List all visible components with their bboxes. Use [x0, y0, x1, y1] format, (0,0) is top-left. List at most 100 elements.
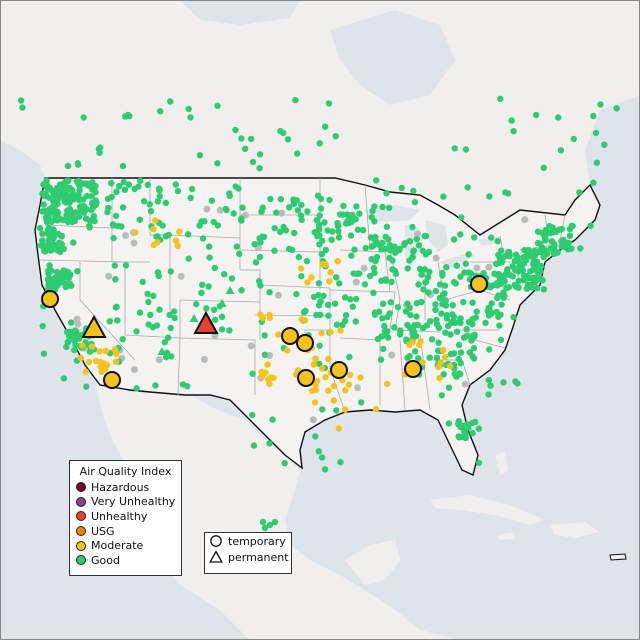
good-monitor-dot: [153, 233, 160, 240]
good-monitor-dot: [74, 160, 82, 167]
monitor-louisiana[interactable]: [330, 361, 348, 379]
monitor-oklahoma-1[interactable]: [281, 327, 299, 345]
good-monitor-dot: [211, 264, 218, 272]
moderate-monitor-dot: [172, 237, 180, 244]
good-monitor-dot: [407, 311, 414, 319]
good-monitor-dot: [92, 201, 100, 209]
good-monitor-dot: [313, 217, 320, 224]
good-monitor-dot: [469, 429, 476, 437]
good-monitor-dot: [193, 300, 200, 308]
good-monitor-dot: [64, 215, 71, 223]
good-monitor-dot: [462, 146, 470, 153]
legend-label-temporary: temporary: [228, 534, 286, 548]
good-monitor-dot: [388, 278, 395, 286]
good-monitor-dot: [510, 128, 517, 135]
moderate-monitor-dot: [346, 371, 354, 379]
baja-land: [100, 385, 150, 472]
good-monitor-dot: [406, 353, 413, 360]
moderate-monitor-dot: [419, 359, 426, 366]
good-monitor-dot: [261, 332, 268, 339]
good-monitor-dot: [228, 275, 236, 282]
good-monitor-dot: [167, 324, 174, 332]
monitor-colorado-permanent[interactable]: [193, 310, 219, 334]
good-monitor-dot: [401, 239, 409, 247]
good-monitor-dot: [116, 183, 123, 190]
good-monitor-dot: [451, 319, 459, 327]
good-monitor-dot: [226, 190, 233, 197]
good-monitor-dot: [317, 298, 324, 305]
good-monitor-dot: [37, 242, 45, 249]
good-monitor-dot: [496, 322, 503, 329]
good-monitor-dot: [475, 459, 483, 466]
good-monitor-dot: [495, 292, 502, 299]
monitor-bay-area[interactable]: [41, 290, 59, 308]
good-monitor-dot: [515, 277, 522, 285]
good-monitor-dot: [150, 292, 157, 299]
good-monitor-dot: [316, 241, 323, 248]
good-monitor-dot: [257, 282, 264, 289]
good-monitor-dot: [277, 228, 284, 236]
good-monitor-dot: [218, 313, 226, 320]
good-monitor-dot: [461, 269, 468, 276]
good-monitor-dot: [188, 185, 196, 193]
good-monitor-dot: [537, 248, 544, 256]
good-monitor-dot: [433, 354, 441, 361]
good-monitor-dot: [152, 382, 159, 389]
good-monitor-dot: [86, 348, 94, 355]
good-monitor-dot: [590, 112, 597, 120]
good-monitor-dot: [436, 281, 444, 288]
monitor-pennsylvania[interactable]: [470, 275, 488, 293]
good-monitor-dot: [411, 198, 419, 206]
good-monitor-dot: [441, 282, 449, 289]
good-monitor-dot: [333, 274, 340, 281]
good-monitor-dot: [316, 140, 323, 147]
no-data-monitor-dot: [473, 264, 481, 272]
good-monitor-dot: [568, 245, 575, 252]
good-monitor-dot: [106, 318, 114, 325]
good-monitor-dot: [351, 246, 358, 253]
good-monitor-dot: [233, 243, 240, 250]
monitor-oklahoma-2[interactable]: [296, 334, 314, 352]
good-monitor-dot: [251, 241, 258, 248]
good-monitors: [17, 95, 620, 532]
good-monitor-dot: [473, 308, 480, 315]
good-monitor-dot: [286, 204, 293, 211]
good-monitor-dot: [457, 273, 464, 280]
good-monitor-dot: [503, 268, 511, 275]
good-monitor-dot: [467, 270, 475, 277]
good-monitor-dot: [449, 302, 456, 309]
moderate-monitor-dot: [77, 354, 85, 361]
good-monitor-dot: [153, 322, 161, 329]
good-monitor-dot: [147, 311, 154, 319]
no-data-monitor-dot: [155, 356, 163, 364]
good-monitor-dot: [470, 355, 478, 362]
good-monitor-dot: [456, 434, 463, 441]
good-monitor-dot: [294, 207, 302, 214]
monitor-alabama[interactable]: [404, 360, 422, 378]
aqi-swatch: [76, 496, 86, 507]
good-monitor-dot: [339, 321, 346, 329]
moderate-monitor-dot: [297, 265, 305, 272]
good-permanent-marker: [189, 314, 199, 322]
good-monitor-dot: [137, 177, 144, 184]
good-monitor-dot: [450, 236, 458, 243]
good-monitor-dot: [269, 416, 276, 423]
good-monitor-dot: [214, 160, 221, 167]
hispaniola: [550, 522, 600, 538]
moderate-monitor-dot: [330, 382, 338, 390]
good-monitor-dot: [432, 287, 439, 295]
good-monitor-dot: [480, 270, 487, 277]
good-monitor-dot: [118, 223, 125, 230]
monitor-north-texas[interactable]: [297, 369, 315, 387]
good-monitor-dot: [74, 268, 81, 275]
good-monitor-dot: [439, 300, 446, 308]
good-monitor-dot: [347, 296, 354, 303]
monitor-nevada-permanent[interactable]: [81, 314, 107, 338]
aqi-legend-row: Very Unhealthy: [70, 495, 181, 510]
moderate-monitor-dot: [79, 342, 86, 349]
moderate-monitor-dot: [312, 355, 319, 362]
good-monitor-dot: [505, 248, 513, 256]
good-monitor-dot: [210, 306, 218, 313]
good-permanent-marker: [157, 347, 167, 355]
monitor-southern-california[interactable]: [103, 371, 121, 389]
